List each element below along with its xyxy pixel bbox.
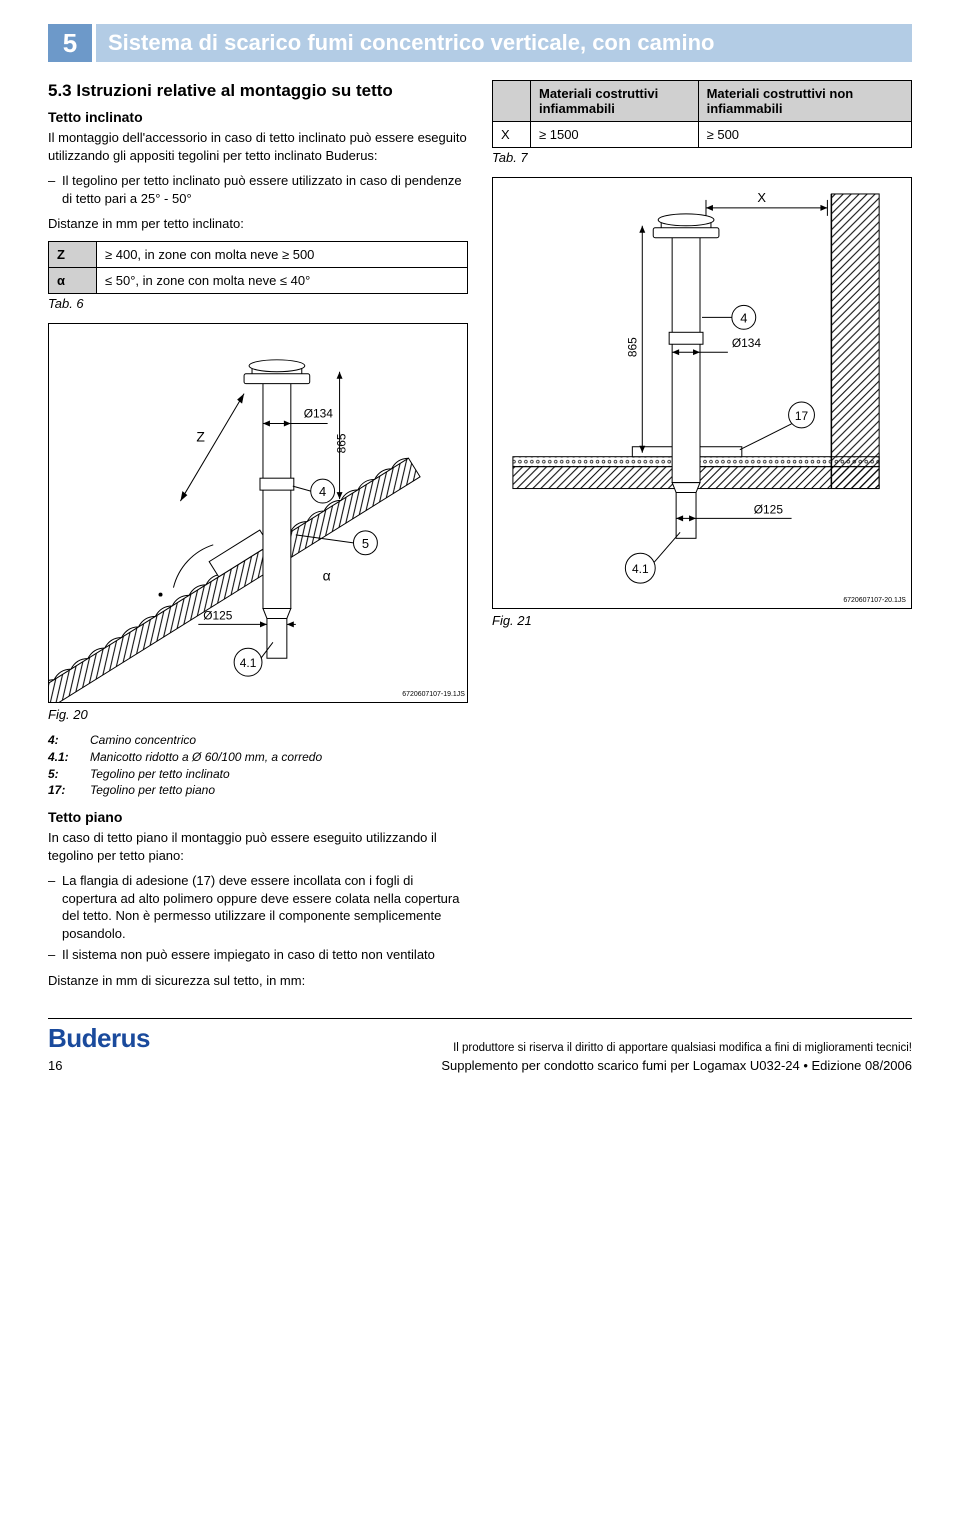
figure-legend: 4:Camino concentrico 4.1:Manicotto ridot… — [48, 732, 468, 799]
doc-title: Supplemento per condotto scarico fumi pe… — [441, 1058, 912, 1073]
table-caption: Tab. 7 — [492, 150, 912, 165]
table-7: Materiali costruttivi infiammabili Mater… — [492, 80, 912, 148]
table-cell: Materiali costruttivi non infiammabili — [698, 81, 911, 122]
dim-label: 865 — [625, 337, 639, 357]
table-cell: ≥ 400, in zone con molta neve ≥ 500 — [97, 241, 468, 267]
dim-label: Ø125 — [754, 502, 784, 516]
list-item: La flangia di adesione (17) deve essere … — [48, 872, 468, 942]
dim-label: Ø134 — [304, 406, 334, 420]
paragraph: Il montaggio dell'accessorio in caso di … — [48, 129, 468, 164]
paragraph: In caso di tetto piano il montaggio può … — [48, 829, 468, 864]
callout-label: 4.1 — [240, 656, 257, 670]
figure-20: Z Ø134 865 4 5 — [48, 323, 468, 703]
subsection-inclinato: Tetto inclinato — [48, 109, 468, 125]
footer-disclaimer: Il produttore si riserva il diritto di a… — [453, 1042, 912, 1054]
dim-label: Ø125 — [203, 608, 233, 622]
table-cell: Z — [49, 241, 97, 267]
figure-caption: Fig. 21 — [492, 613, 912, 628]
table-cell: X — [493, 122, 531, 148]
table-cell: ≥ 1500 — [531, 122, 699, 148]
table-cell: ≥ 500 — [698, 122, 911, 148]
subsection-piano: Tetto piano — [48, 809, 468, 825]
callout-label: 4 — [740, 310, 747, 325]
figure-code: 6720607107-20.1JS — [843, 597, 906, 604]
callout-label: 4 — [319, 484, 326, 499]
callout-label: 4.1 — [632, 562, 649, 576]
dim-label: X — [757, 190, 766, 205]
table-cell: α — [49, 267, 97, 293]
page-number: 16 — [48, 1058, 62, 1073]
section-heading: 5.3 Istruzioni relative al montaggio su … — [48, 80, 468, 101]
table-cell — [493, 81, 531, 122]
dim-label: α — [323, 568, 331, 584]
paragraph: Distanze in mm di sicurezza sul tetto, i… — [48, 972, 468, 990]
list-item: Il sistema non può essere impiegato in c… — [48, 946, 468, 964]
paragraph: Distanze in mm per tetto inclinato: — [48, 215, 468, 233]
chapter-header: 5 Sistema di scarico fumi concentrico ve… — [48, 24, 912, 62]
figure-caption: Fig. 20 — [48, 707, 468, 722]
left-column: 5.3 Istruzioni relative al montaggio su … — [48, 80, 468, 998]
figure-21: X 865 4 Ø134 — [492, 177, 912, 609]
page-footer: Buderus Il produttore si riserva il diri… — [48, 1018, 912, 1054]
table-cell: Materiali costruttivi infiammabili — [531, 81, 699, 122]
dim-label: Ø134 — [732, 336, 762, 350]
dim-label: Z — [196, 428, 205, 444]
chapter-number: 5 — [48, 24, 92, 62]
dim-label: 865 — [335, 433, 349, 453]
list-item: Il tegolino per tetto inclinato può esse… — [48, 172, 468, 207]
figure-code: 6720607107-19.1JS — [402, 691, 465, 698]
brand-logo: Buderus — [48, 1023, 150, 1054]
table-6: Z ≥ 400, in zone con molta neve ≥ 500 α … — [48, 241, 468, 294]
callout-label: 5 — [362, 536, 369, 551]
right-column: Materiali costruttivi infiammabili Mater… — [492, 80, 912, 998]
table-caption: Tab. 6 — [48, 296, 468, 311]
table-cell: ≤ 50°, in zone con molta neve ≤ 40° — [97, 267, 468, 293]
callout-label: 17 — [795, 409, 809, 423]
chapter-title: Sistema di scarico fumi concentrico vert… — [96, 24, 912, 62]
page-infoline: 16 Supplemento per condotto scarico fumi… — [48, 1058, 912, 1073]
